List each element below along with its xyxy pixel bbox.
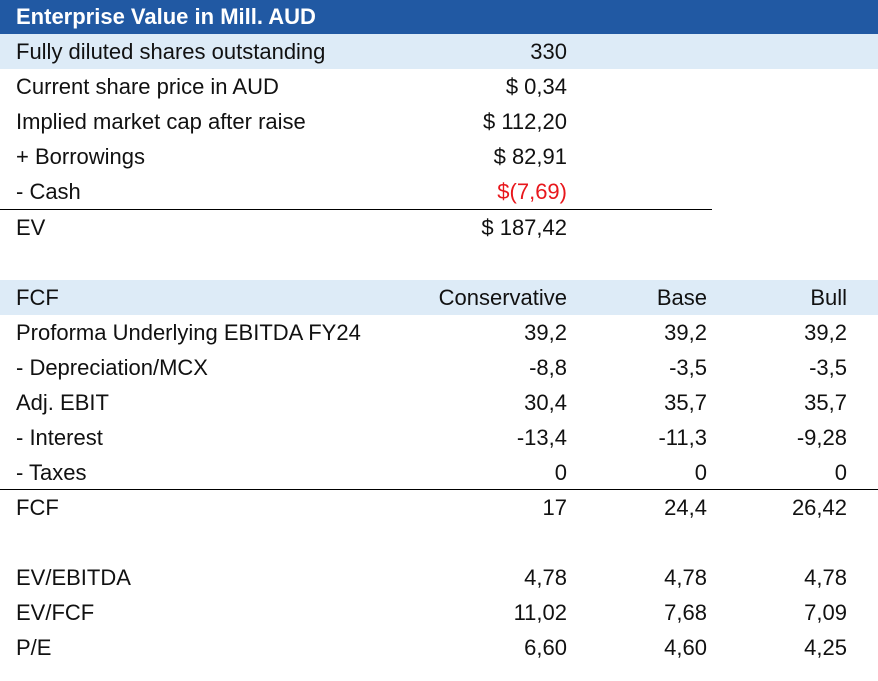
ev-row-shares[interactable]: Fully diluted shares outstanding 330: [0, 34, 878, 69]
row-label: + Borrowings: [16, 144, 146, 169]
value-base: 7,68: [664, 600, 707, 625]
row-label: Adj. EBIT: [16, 390, 109, 415]
value-conservative: 39,2: [524, 320, 567, 345]
fcf-row-taxes[interactable]: - Taxes 0 0 0: [0, 455, 878, 490]
fcf-row-ebitda[interactable]: Proforma Underlying EBITDA FY24 39,2 39,…: [0, 315, 878, 350]
value-conservative: -13,4: [516, 425, 567, 450]
row-value: $ 112,20: [482, 109, 567, 134]
fcf-header-row[interactable]: FCF Conservative Base Bull: [0, 280, 878, 315]
row-label: P/E: [16, 635, 52, 660]
fcf-row-interest[interactable]: - Interest -13,4 -11,3 -9,28: [0, 420, 878, 455]
row-label: FCF: [16, 495, 59, 520]
value-bull: 0: [834, 460, 847, 485]
value-conservative: 0: [554, 460, 567, 485]
ev-total-border: [0, 209, 712, 210]
value-base: 4,60: [664, 635, 707, 660]
row-label: EV/EBITDA: [16, 565, 131, 590]
fcf-row-depreciation[interactable]: - Depreciation/MCX -8,8 -3,5 -3,5: [0, 350, 878, 385]
row-value: $ 82,91: [493, 144, 567, 169]
ev-row-borrowings[interactable]: + Borrowings $ 82,91: [0, 139, 878, 174]
value-bull: 7,09: [804, 600, 847, 625]
row-value: 330: [530, 39, 567, 64]
value-conservative: 30,4: [524, 390, 567, 415]
ev-title-row[interactable]: Enterprise Value in Mill. AUD: [0, 0, 878, 34]
value-bull: 39,2: [804, 320, 847, 345]
value-base: -3,5: [669, 355, 707, 380]
row-label: EV/FCF: [16, 600, 95, 625]
value-conservative: 6,60: [524, 635, 567, 660]
row-label: Current share price in AUD: [16, 74, 279, 99]
value-base: 4,78: [664, 565, 707, 590]
fcf-row-ebit[interactable]: Adj. EBIT 30,4 35,7 35,7: [0, 385, 878, 420]
row-label: EV: [16, 215, 46, 240]
fcf-row-total[interactable]: FCF 17 24,4 26,42: [0, 490, 878, 525]
value-base: 0: [694, 460, 707, 485]
value-conservative: 17: [542, 495, 567, 520]
row-value-negative: $(7,69): [497, 179, 567, 204]
row-label: - Taxes: [16, 460, 87, 485]
col-header-bull: Bull: [810, 285, 847, 310]
ev-row-total[interactable]: EV $ 187,42: [0, 210, 878, 245]
row-label: - Interest: [16, 425, 103, 450]
ev-row-share-price[interactable]: Current share price in AUD $ 0,34: [0, 69, 878, 104]
multiple-row-ev-fcf[interactable]: EV/FCF 11,02 7,68 7,09: [0, 595, 878, 630]
col-header-conservative: Conservative: [438, 285, 567, 310]
fcf-header-label: FCF: [16, 285, 59, 310]
value-base: 24,4: [664, 495, 707, 520]
value-bull: -9,28: [796, 425, 847, 450]
value-conservative: -8,8: [529, 355, 567, 380]
multiple-row-ev-ebitda[interactable]: EV/EBITDA 4,78 4,78 4,78: [0, 560, 878, 595]
row-label: - Depreciation/MCX: [16, 355, 208, 380]
row-label: Fully diluted shares outstanding: [16, 39, 326, 64]
value-bull: 35,7: [804, 390, 847, 415]
value-base: 39,2: [664, 320, 707, 345]
ev-title: Enterprise Value in Mill. AUD: [16, 4, 316, 29]
ev-row-cash[interactable]: - Cash $(7,69): [0, 174, 878, 209]
row-value: $ 187,42: [481, 215, 567, 240]
col-header-base: Base: [656, 285, 707, 310]
multiple-row-pe[interactable]: P/E 6,60 4,60 4,25: [0, 630, 878, 665]
value-conservative: 11,02: [513, 600, 567, 625]
row-label: Proforma Underlying EBITDA FY24: [16, 320, 361, 345]
value-bull: -3,5: [809, 355, 847, 380]
value-base: 35,7: [664, 390, 707, 415]
value-base: -11,3: [658, 425, 707, 450]
row-label: - Cash: [16, 179, 81, 204]
row-value: $ 0,34: [505, 74, 567, 99]
ev-row-market-cap[interactable]: Implied market cap after raise $ 112,20: [0, 104, 878, 139]
value-bull: 26,42: [791, 495, 847, 520]
value-conservative: 4,78: [524, 565, 567, 590]
value-bull: 4,25: [804, 635, 847, 660]
fcf-total-border: [0, 489, 878, 490]
value-bull: 4,78: [804, 565, 847, 590]
row-label: Implied market cap after raise: [16, 109, 306, 134]
